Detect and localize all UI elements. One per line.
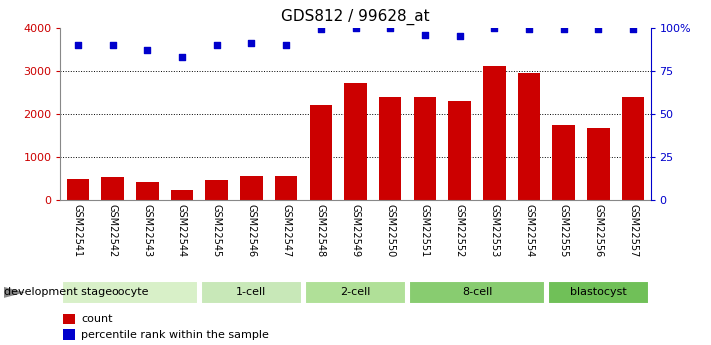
Point [280,42,292,48]
Bar [548,281,649,304]
Text: oocyte: oocyte [111,287,149,297]
Text: GSM22544: GSM22544 [177,204,187,257]
Bar [274,176,297,200]
Point [385,25,396,30]
Bar [449,101,471,200]
Text: GSM22556: GSM22556 [594,204,604,257]
Point [628,27,639,32]
Point [558,27,570,32]
Bar [63,329,75,340]
Point [523,27,535,32]
Bar [379,97,402,200]
Bar [587,128,610,200]
Text: GSM22551: GSM22551 [420,204,430,257]
Text: 8-cell: 8-cell [462,287,492,297]
Bar [136,182,159,200]
Point [315,27,326,32]
Polygon shape [4,287,25,298]
Bar [67,179,89,200]
Text: GSM22553: GSM22553 [489,204,499,257]
Point [454,33,465,39]
Bar [205,180,228,200]
Bar [483,66,506,200]
Text: 2-cell: 2-cell [341,287,370,297]
Point [72,42,83,48]
Text: 1-cell: 1-cell [236,287,267,297]
Text: GSM22552: GSM22552 [454,204,465,257]
Bar [171,190,193,200]
Point [107,42,118,48]
Bar [518,73,540,200]
Text: GSM22547: GSM22547 [281,204,291,257]
Text: GSM22546: GSM22546 [246,204,257,257]
Bar [201,281,301,304]
Point [141,47,153,53]
Bar [622,97,644,200]
Point [488,25,500,30]
Text: GSM22542: GSM22542 [107,204,117,257]
Text: GSM22555: GSM22555 [559,204,569,257]
Bar [344,83,367,200]
Bar [309,105,332,200]
Title: GDS812 / 99628_at: GDS812 / 99628_at [281,9,430,25]
Bar [410,281,545,304]
Point [350,25,361,30]
Text: GSM22549: GSM22549 [351,204,360,257]
Text: GSM22548: GSM22548 [316,204,326,257]
Bar [414,97,437,200]
Text: GSM22545: GSM22545 [212,204,222,257]
Point [211,42,223,48]
Bar [63,314,75,324]
Bar [240,176,262,200]
Point [593,27,604,32]
Text: GSM22557: GSM22557 [629,204,638,257]
Point [176,54,188,60]
Text: GSM22550: GSM22550 [385,204,395,257]
Point [419,32,431,37]
Text: development stage: development stage [4,287,112,297]
Point [246,40,257,46]
Text: GSM22541: GSM22541 [73,204,82,257]
Text: GSM22543: GSM22543 [142,204,152,257]
Text: GSM22554: GSM22554 [524,204,534,257]
Text: percentile rank within the sample: percentile rank within the sample [81,330,269,340]
Bar [305,281,406,304]
Text: blastocyst: blastocyst [570,287,627,297]
Bar [552,126,575,200]
Bar [101,177,124,200]
Text: count: count [81,314,112,324]
Bar [62,281,198,304]
